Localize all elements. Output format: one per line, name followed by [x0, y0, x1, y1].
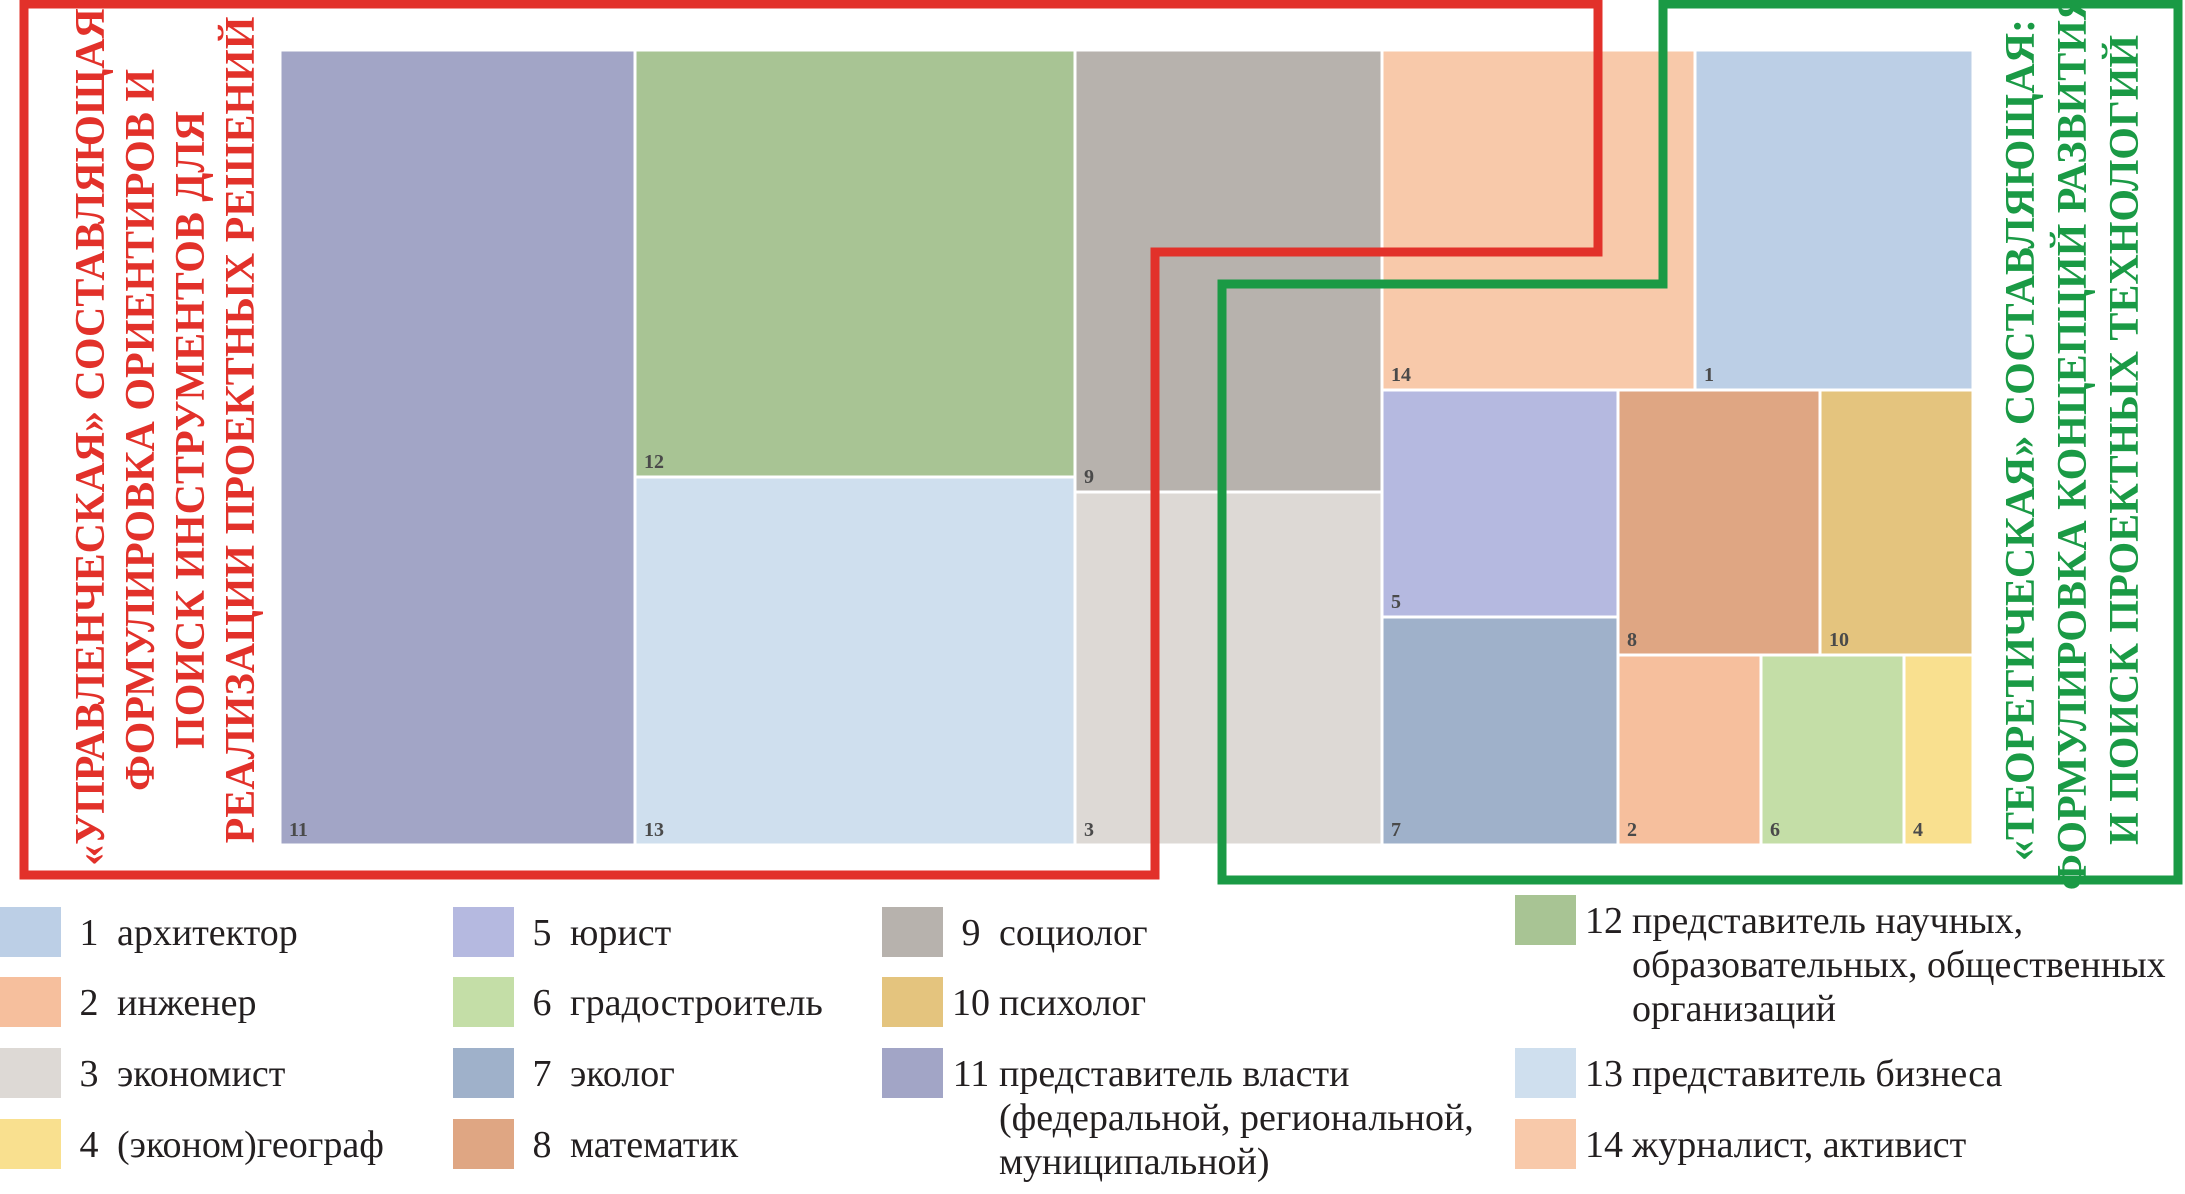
- legend-item-3: 3 экономист: [0, 1048, 285, 1098]
- legend-swatch-10: [882, 977, 943, 1027]
- tile-4: [1902, 653, 1975, 847]
- tile-label-14: 14: [1391, 364, 1411, 386]
- legend-number: 10: [952, 982, 990, 1024]
- legend-label: психолог: [999, 982, 1147, 1024]
- legend-item-5: 5 юрист: [453, 907, 671, 957]
- legend-label: математик: [570, 1124, 739, 1166]
- tile-label-9: 9: [1084, 466, 1094, 488]
- tile-5: [1380, 388, 1620, 619]
- legend-number: 6: [532, 982, 552, 1024]
- legend-number: 14: [1585, 1124, 1623, 1166]
- legend-number: 12: [1585, 900, 1623, 942]
- tile-3: [1073, 490, 1384, 847]
- legend-label: эколог: [570, 1053, 675, 1095]
- legend-swatch-5: [453, 907, 514, 957]
- legend-label: градостроитель: [570, 982, 823, 1024]
- legend-item-9: 9 социолог: [882, 907, 1148, 957]
- legend-number: 13: [1585, 1053, 1623, 1095]
- legend-item-13: 13 представитель бизнеса: [1515, 1048, 2002, 1098]
- legend-label: представитель бизнеса: [1632, 1053, 2003, 1095]
- legend-item-11: 11 представитель власти (федеральной, рег…: [882, 1048, 1474, 1184]
- theoretical-group-outline: [1217, 0, 2183, 885]
- legend-number: 3: [79, 1053, 99, 1095]
- legend-label: юрист: [570, 912, 672, 954]
- legend-swatch-9: [882, 907, 943, 957]
- management-group-outline: [19, 0, 1603, 880]
- management-label-line-4: РЕАЛИЗАЦИИ ПРОЕКТНЫХ РЕШЕНИЙ: [218, 17, 264, 844]
- legend-number: 1: [79, 912, 99, 954]
- legend-item-2: 2 инженер: [0, 977, 257, 1027]
- legend-label: журналист, активист: [1632, 1124, 1967, 1166]
- theoretical-label-line-1: «ТЕОРЕТИЧЕСКАЯ» СОСТАВЛЯЮЩАЯ:: [1998, 19, 2044, 861]
- tile-label-7: 7: [1391, 819, 1401, 841]
- legend-item-1: 1 архитектор: [0, 907, 298, 957]
- legend-item-14: 14 журналист, активист: [1515, 1119, 1966, 1169]
- tile-13: [633, 475, 1077, 847]
- tile-label-4: 4: [1913, 819, 1923, 841]
- tile-6: [1759, 653, 1906, 847]
- legend-item-8: 8 математик: [453, 1119, 738, 1169]
- legend-label: представитель власти (федеральной, регио…: [999, 1053, 1474, 1183]
- group-labels: «УПРАВЛЕНЧЕСКАЯ» СОСТАВЛЯЮЩАЯ: ФОРМУЛИРОВ…: [68, 0, 2148, 890]
- legend-swatch-2: [0, 977, 61, 1027]
- legend-swatch-4: [0, 1119, 61, 1169]
- theoretical-label-line-2: ФОРМУЛИРОВКА КОНЦЕПЦИЙ РАЗВИТИЯ: [2050, 0, 2096, 890]
- legend-label: экономист: [117, 1053, 286, 1095]
- tile-7: [1380, 615, 1620, 847]
- legend-item-4: 4 (эконом)географ: [0, 1119, 384, 1169]
- treemap-tiles: 11 12 13 9 3 14 1 5 8 10 7 2 6 4: [278, 48, 1975, 847]
- management-label-line-3: ПОИСК ИНСТРУМЕНТОВ ДЛЯ: [168, 111, 214, 749]
- tile-label-6: 6: [1770, 819, 1780, 841]
- legend-swatch-13: [1515, 1048, 1576, 1098]
- legend-number: 7: [532, 1053, 552, 1095]
- legend-item-12: 12 представитель научных, образовательных…: [1515, 895, 2166, 1031]
- tile-9: [1073, 48, 1384, 494]
- legend-swatch-8: [453, 1119, 514, 1169]
- tile-label-8: 8: [1627, 629, 1637, 651]
- tile-label-1: 1: [1704, 364, 1714, 386]
- legend-swatch-11: [882, 1048, 943, 1098]
- legend-label: инженер: [117, 982, 257, 1024]
- tile-12: [633, 48, 1077, 479]
- legend-number: 4: [79, 1124, 99, 1166]
- tile-10: [1818, 388, 1975, 657]
- legend-item-7: 7 эколог: [453, 1048, 675, 1098]
- legend-label: представитель научных, образовательных, …: [1632, 900, 2166, 1030]
- theoretical-label-line-3: И ПОИСК ПРОЕКТНЫХ ТЕХНОЛОГИЙ: [2102, 35, 2148, 845]
- legend: 1 архитектор 2 инженер 3 экономист 4 (эконом)ге…: [0, 895, 2185, 1194]
- tile-8: [1616, 388, 1822, 657]
- legend-number: 5: [532, 912, 552, 954]
- legend-number: 9: [961, 912, 981, 954]
- legend-swatch-1: [0, 907, 61, 957]
- management-label-line-1: «УПРАВЛЕНЧЕСКАЯ» СОСТАВЛЯЮЩАЯ:: [68, 0, 114, 866]
- legend-swatch-14: [1515, 1119, 1576, 1169]
- tile-label-11: 11: [289, 819, 308, 841]
- tile-2: [1616, 653, 1763, 847]
- legend-swatch-3: [0, 1048, 61, 1098]
- tile-label-10: 10: [1829, 629, 1849, 651]
- legend-swatch-7: [453, 1048, 514, 1098]
- tile-label-13: 13: [644, 819, 664, 841]
- legend-swatch-12: [1515, 895, 1576, 945]
- tile-label-2: 2: [1627, 819, 1637, 841]
- legend-item-10: 10 психолог: [882, 977, 1146, 1027]
- legend-number: 11: [952, 1053, 990, 1095]
- legend-label: архитектор: [117, 912, 298, 954]
- legend-item-6: 6 градостроитель: [453, 977, 823, 1027]
- tile-label-12: 12: [644, 451, 664, 473]
- tile-label-3: 3: [1084, 819, 1094, 841]
- legend-swatch-6: [453, 977, 514, 1027]
- legend-number: 2: [79, 982, 99, 1024]
- tile-11: [278, 48, 637, 847]
- tile-14: [1380, 48, 1697, 392]
- tile-label-5: 5: [1391, 591, 1401, 613]
- legend-number: 8: [532, 1124, 552, 1166]
- legend-label: (эконом)географ: [117, 1124, 384, 1166]
- tile-1: [1693, 48, 1975, 392]
- legend-label: социолог: [999, 912, 1148, 954]
- management-label-line-2: ФОРМУЛИРОВКА ОРИЕНТИРОВ И: [118, 69, 164, 791]
